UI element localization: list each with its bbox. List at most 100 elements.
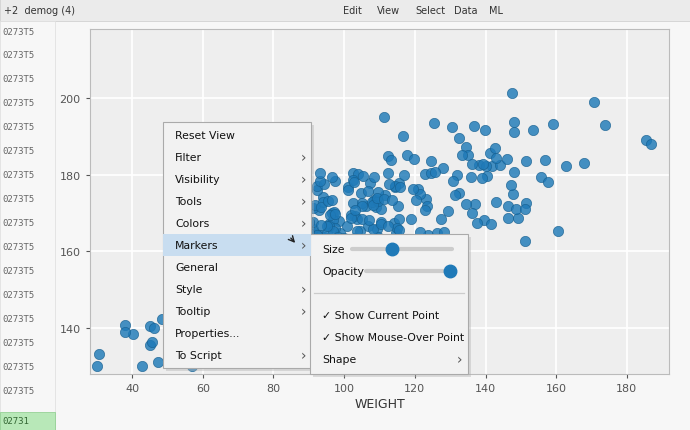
Point [335, 230, 346, 237]
Point [451, 172, 462, 179]
Point [172, 296, 183, 303]
Point [264, 317, 275, 324]
Point [373, 234, 384, 241]
Point [289, 246, 300, 253]
Point [297, 231, 308, 238]
Point [239, 254, 250, 261]
Point [236, 270, 247, 277]
Point [250, 289, 261, 296]
Point [371, 195, 382, 202]
Point [286, 239, 297, 246]
Point [398, 133, 409, 140]
Point [272, 265, 283, 272]
Point [399, 172, 410, 179]
Point [339, 235, 350, 242]
Point [310, 258, 321, 265]
Point [255, 260, 266, 267]
Point [640, 137, 651, 144]
Point [360, 203, 371, 210]
Point [315, 232, 326, 239]
Point [501, 156, 512, 163]
Point [213, 284, 224, 291]
Text: 0273T5: 0273T5 [2, 387, 34, 396]
Text: Markers: Markers [175, 240, 219, 250]
Point [354, 228, 365, 235]
Point [252, 277, 263, 284]
Point [432, 230, 443, 237]
Point [299, 260, 310, 267]
Point [324, 223, 335, 230]
Point [456, 152, 467, 159]
FancyBboxPatch shape [163, 234, 311, 256]
Point [241, 288, 252, 295]
FancyBboxPatch shape [310, 234, 468, 374]
Point [552, 228, 563, 235]
Point [299, 344, 310, 350]
Point [333, 218, 344, 224]
Point [221, 269, 233, 276]
Point [535, 174, 546, 181]
Point [336, 282, 347, 289]
Point [275, 245, 286, 252]
Point [278, 254, 289, 261]
Text: ›: › [300, 194, 306, 209]
Point [350, 236, 361, 243]
Point [359, 244, 370, 251]
Point [548, 121, 559, 128]
Point [349, 213, 360, 220]
Point [368, 174, 380, 181]
Point [326, 249, 337, 256]
Point [447, 178, 458, 185]
Text: ›: › [300, 172, 306, 187]
Point [293, 218, 304, 225]
Point [319, 248, 331, 255]
Point [281, 219, 292, 226]
Point [375, 206, 386, 213]
Point [447, 124, 458, 131]
Point [250, 237, 261, 243]
Point [333, 251, 344, 258]
Point [242, 313, 253, 320]
Point [300, 285, 311, 292]
Point [207, 300, 218, 307]
Point [308, 230, 319, 237]
Point [290, 306, 302, 313]
Point [350, 245, 361, 252]
Point [295, 251, 306, 258]
Point [511, 206, 522, 212]
Point [315, 266, 326, 273]
Point [211, 276, 222, 283]
Point [362, 270, 373, 277]
Text: 02731: 02731 [2, 417, 29, 426]
Text: Colors: Colors [175, 218, 209, 228]
Point [278, 227, 289, 233]
Point [304, 230, 315, 237]
Point [249, 246, 260, 253]
Text: 0273T5: 0273T5 [2, 195, 34, 204]
Point [188, 338, 199, 345]
Point [282, 220, 293, 227]
Point [339, 253, 351, 260]
Point [264, 263, 275, 270]
Point [235, 258, 246, 264]
Text: Size: Size [322, 244, 344, 255]
Point [224, 291, 235, 298]
Point [269, 221, 280, 227]
Point [506, 182, 517, 189]
Point [290, 194, 302, 201]
Point [509, 119, 520, 126]
Point [192, 326, 203, 333]
Point [316, 243, 327, 250]
Point [316, 222, 327, 229]
Point [307, 231, 318, 238]
Text: ✓ Show Mouse-Over Point: ✓ Show Mouse-Over Point [322, 332, 464, 342]
Point [527, 127, 538, 134]
Point [373, 190, 384, 197]
Text: ›: › [300, 239, 306, 252]
Point [294, 223, 305, 230]
Point [311, 183, 322, 190]
Point [391, 273, 402, 280]
Point [136, 363, 147, 370]
Text: Shape: Shape [322, 354, 356, 364]
Point [270, 262, 281, 269]
